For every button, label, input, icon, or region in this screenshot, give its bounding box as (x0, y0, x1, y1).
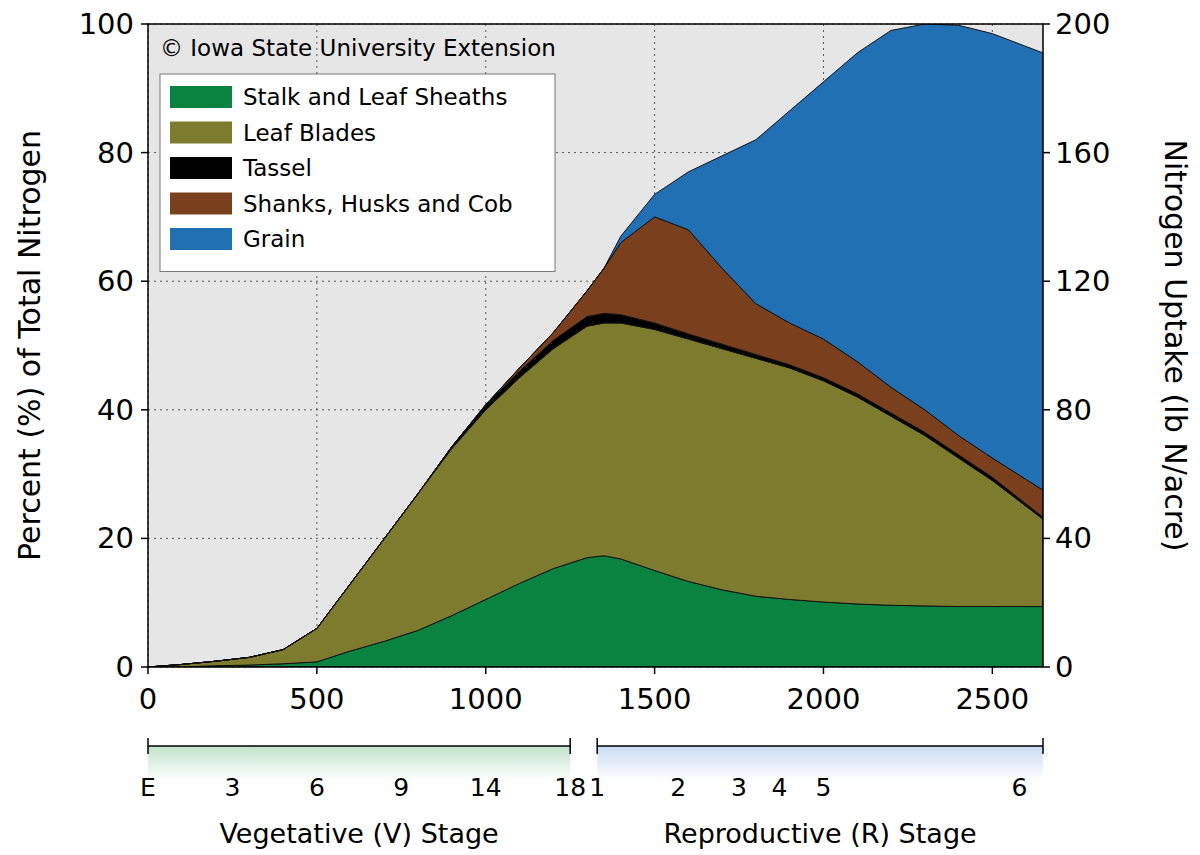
y-tick-label: 60 (97, 264, 134, 298)
stage-line (148, 745, 570, 747)
stage-label: Vegetative (V) Stage (219, 818, 498, 849)
y-axis-label: Percent (%) of Total Nitrogen (12, 130, 47, 561)
legend-label: Tassel (242, 155, 312, 181)
stage-band (148, 746, 570, 780)
stage-tick-label: 2 (670, 773, 686, 802)
plot-background (148, 24, 1043, 667)
legend-swatch (170, 228, 232, 250)
y-tick-label: 80 (97, 136, 134, 170)
y2-tick (1043, 666, 1050, 668)
stage-tick-label: 6 (309, 773, 325, 802)
legend-swatch (170, 86, 232, 108)
legend-swatch (170, 193, 232, 215)
y2-tick (1043, 152, 1050, 154)
y-tick (141, 152, 148, 154)
stage-tick-label: 9 (393, 773, 409, 802)
legend-swatch (170, 122, 232, 144)
y2-tick-label: 200 (1055, 7, 1110, 41)
stage-tick-label: 3 (224, 773, 240, 802)
y-tick (141, 666, 148, 668)
x-tick-label: 2000 (787, 682, 861, 716)
y-tick-label: 40 (97, 393, 134, 427)
legend-label: Shanks, Husks and Cob (243, 191, 513, 217)
x-tick (147, 667, 149, 674)
stage-end (596, 738, 598, 754)
stage-tick-label: 4 (772, 773, 788, 802)
x-tick-label: 500 (289, 682, 344, 716)
y2-tick-label: 0 (1055, 650, 1073, 684)
stage-tick-label: 18 (554, 773, 586, 802)
x-tick (316, 667, 318, 674)
areas (148, 24, 1043, 667)
y2-tick-label: 40 (1055, 521, 1092, 555)
y-tick (141, 280, 148, 282)
y2-tick (1043, 23, 1050, 25)
y2-tick (1043, 280, 1050, 282)
y-tick-label: 20 (97, 521, 134, 555)
x-tick-label: 0 (139, 682, 157, 716)
y2-tick-label: 120 (1055, 264, 1110, 298)
stage-tick-label: 6 (1011, 773, 1027, 802)
chart: 0500100015002000250002040608010004080120… (0, 0, 1200, 855)
x-tick (992, 667, 994, 674)
y2-tick (1043, 538, 1050, 540)
stage-tick-label: 1 (589, 773, 605, 802)
x-tick-label: 2500 (955, 682, 1029, 716)
legend-label: Leaf Blades (243, 120, 376, 146)
stage-end (1042, 738, 1044, 754)
y-tick-label: 0 (116, 650, 134, 684)
stage-tick-label: 5 (816, 773, 832, 802)
stage-end (147, 738, 149, 754)
x-tick (823, 667, 825, 674)
y2-tick-label: 80 (1055, 393, 1092, 427)
stage-label: Reproductive (R) Stage (664, 818, 977, 849)
stage-tick-label: 14 (470, 773, 502, 802)
plot-frame (148, 24, 1043, 667)
x-tick-label: 1000 (449, 682, 523, 716)
stage-tick-label: E (140, 773, 156, 802)
legend-label: Grain (243, 226, 305, 252)
legend-box (160, 74, 555, 272)
legend-label: Stalk and Leaf Sheaths (243, 84, 507, 110)
y-tick (141, 409, 148, 411)
stage-line (597, 745, 1043, 747)
stage-tick-label: 3 (731, 773, 747, 802)
x-tick (654, 667, 656, 674)
y-tick-label: 100 (79, 7, 134, 41)
y2-tick-label: 160 (1055, 136, 1110, 170)
area (148, 24, 1043, 667)
stage-end (569, 738, 571, 754)
y2-tick (1043, 409, 1050, 411)
y-tick (141, 538, 148, 540)
y2-axis-label: Nitrogen Uptake (lb N/acre) (1158, 140, 1193, 552)
y-tick (141, 23, 148, 25)
x-tick-label: 1500 (618, 682, 692, 716)
legend-swatch (170, 157, 232, 179)
x-tick (485, 667, 487, 674)
annotation: © Iowa State University Extension (160, 35, 556, 61)
